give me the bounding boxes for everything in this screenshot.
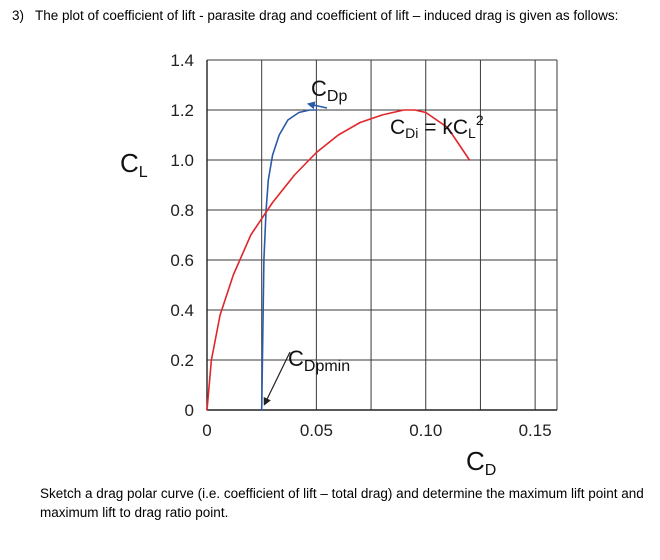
tick-labels: 0 0.2 0.4 0.6 0.8 1.0 1.2 1.4 0 0.05 0.10 0.15 xyxy=(170,51,551,440)
x-tick-label: 0.05 xyxy=(300,421,333,440)
y-tick-label: 0.4 xyxy=(170,301,194,320)
question-text: The plot of coefficient of lift - parasi… xyxy=(35,8,619,23)
x-tick-label: 0 xyxy=(202,421,211,440)
y-tick-label: 0.8 xyxy=(170,201,194,220)
y-tick-label: 0.2 xyxy=(170,351,194,370)
question-number: 3) xyxy=(12,8,25,23)
parasite-drag-curve xyxy=(260,109,318,411)
cdp-arrow xyxy=(306,101,328,110)
y-tick-label: 0 xyxy=(185,401,194,420)
y-tick-label: 1.0 xyxy=(170,151,194,170)
y-tick-label: 1.2 xyxy=(170,101,194,120)
induced-drag-curve xyxy=(206,109,471,411)
instruction-text: Sketch a drag polar curve (i.e. coeffici… xyxy=(40,486,644,520)
grid xyxy=(206,59,558,411)
cdpmin-arrow xyxy=(263,351,291,406)
cdi-label: CDi = kCL2 xyxy=(390,112,484,141)
question-prompt: 3) The plot of coefficient of lift - par… xyxy=(12,8,618,23)
x-tick-label: 0.10 xyxy=(409,421,442,440)
x-tick-label: 0.15 xyxy=(519,421,552,440)
y-axis-label: CL xyxy=(120,148,148,181)
drag-coefficient-chart: 00.20.40.60.81.01.21.40 0.05 0.10 0.15 CDpC… xyxy=(120,51,558,479)
y-tick-label: 1.4 xyxy=(170,51,194,70)
y-tick-label: 0.6 xyxy=(170,251,194,270)
series-layer xyxy=(206,109,471,411)
annotations: CDp CDi = kCL2 CDpmin xyxy=(263,76,484,406)
cdp-label: CDp xyxy=(311,76,347,105)
x-axis-label: CD xyxy=(466,446,496,479)
cdpmin-label: CDpmin xyxy=(288,346,350,375)
